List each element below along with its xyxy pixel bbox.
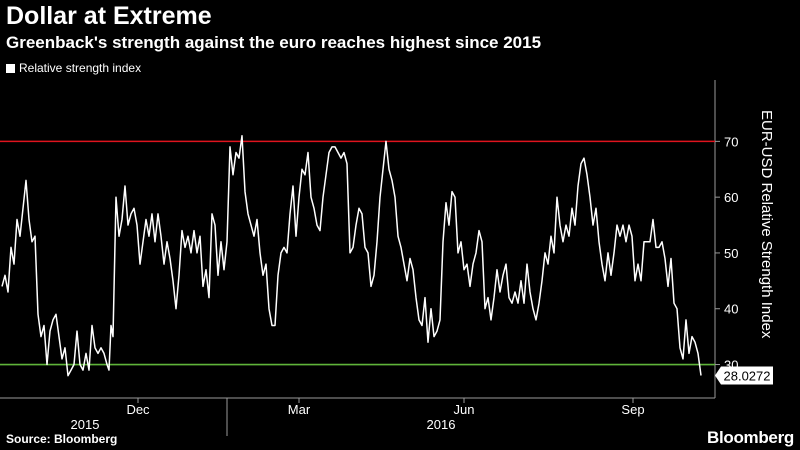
legend-label: Relative strength index <box>19 61 142 75</box>
chart-title: Dollar at Extreme <box>6 2 212 30</box>
rsi-series-line <box>1 135 702 377</box>
last-value-label: 28.0272 <box>724 369 771 384</box>
legend: Relative strength index <box>6 61 141 75</box>
bloomberg-logo: Bloomberg <box>706 428 794 447</box>
last-value-callout: 28.0272 <box>715 366 773 385</box>
x-tick-label: Sep <box>621 402 644 417</box>
x-tick-label: Jun <box>454 402 475 417</box>
last-value-box <box>715 366 773 385</box>
x-tick-label: Mar <box>288 402 311 417</box>
y-tick-label: 50 <box>724 246 738 261</box>
y-tick-label: 60 <box>724 190 738 205</box>
source-note: Source: Bloomberg <box>6 432 118 446</box>
y-tick-label: 70 <box>724 134 738 149</box>
y-axis-title: EUR-USD Relative Strength Index <box>758 110 775 339</box>
chart-subtitle: Greenback's strength against the euro re… <box>6 33 542 52</box>
x-year-label: 2015 <box>71 417 100 432</box>
x-year-label: 2016 <box>427 417 456 432</box>
x-tick-label: Dec <box>126 402 150 417</box>
y-tick-label: 40 <box>724 302 738 317</box>
legend-swatch <box>6 63 15 73</box>
